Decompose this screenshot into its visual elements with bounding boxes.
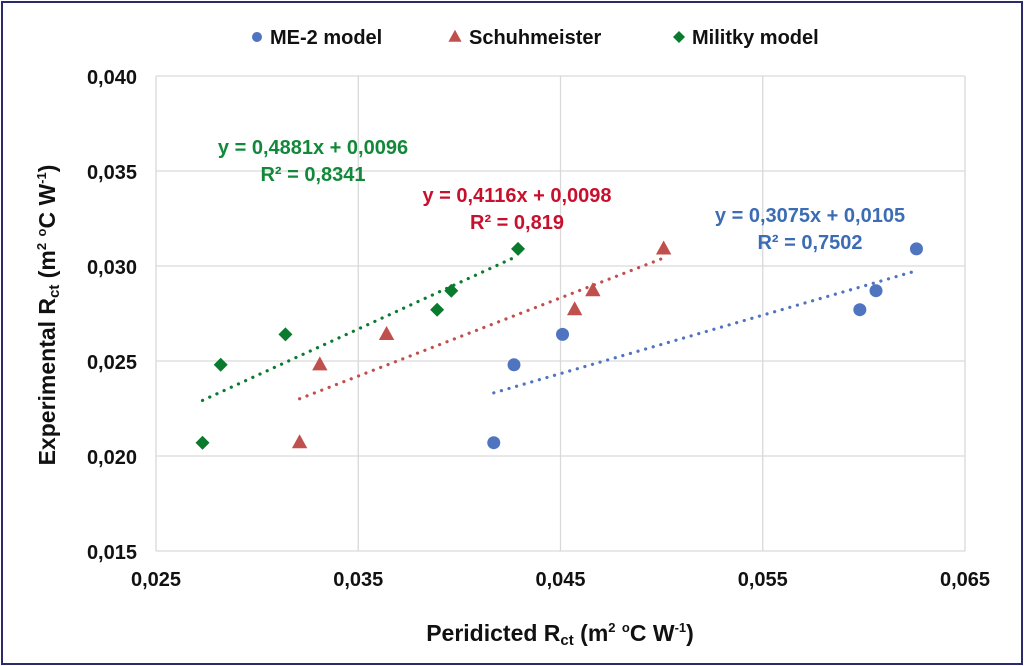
data-point (378, 326, 395, 340)
legend-marker (448, 29, 462, 42)
axis-label-part: ) (686, 620, 694, 646)
y-tick-label: 0,025 (87, 352, 137, 374)
legend-marker (252, 32, 262, 42)
y-tick-label: 0,020 (87, 447, 137, 469)
data-point (655, 240, 672, 255)
legend-label: Militky model (692, 27, 819, 49)
y-axis-label: Experimental Rct (m2 oC W-1) (34, 165, 63, 466)
trend-equation: y = 0,4116x + 0,0098 (422, 185, 611, 207)
data-point (444, 283, 459, 298)
axis-label-part: o (34, 228, 49, 236)
y-tick-label: 0,035 (87, 162, 137, 184)
data-point (278, 327, 293, 342)
x-tick-label: 0,035 (333, 569, 383, 591)
trend-r-squared: R² = 0,819 (470, 212, 564, 234)
trend-r-squared: R² = 0,8341 (260, 164, 365, 186)
x-tick-label: 0,065 (940, 569, 990, 591)
data-point (487, 436, 501, 450)
axis-label-part: ct (560, 632, 573, 649)
axis-label-part: ct (46, 285, 63, 298)
data-point (213, 357, 228, 372)
axis-label-part: C W (34, 184, 60, 229)
trend-r-squared: R² = 0,7502 (757, 232, 862, 254)
data-point (430, 302, 445, 317)
data-point (556, 327, 570, 341)
axis-label-part: (m (574, 620, 609, 646)
axis-label-part: Experimental R (34, 298, 60, 466)
axis-label-part: ) (34, 165, 60, 173)
data-point (585, 282, 601, 297)
data-point (312, 356, 328, 371)
x-tick-label: 0,045 (535, 569, 585, 591)
y-tick-label: 0,030 (87, 257, 137, 279)
trend-equation: y = 0,3075x + 0,0105 (715, 205, 905, 227)
data-point (291, 434, 308, 449)
trend-equation: y = 0,4881x + 0,0096 (218, 137, 408, 159)
x-axis-label: Peridicted Rct (m2 oC W-1) (426, 620, 694, 649)
data-point (853, 303, 867, 317)
axis-label-part: -1 (34, 172, 49, 184)
axis-label-part: o (622, 620, 630, 635)
legend-marker (673, 31, 685, 43)
data-point (566, 301, 583, 316)
axis-label-part: Peridicted R (426, 620, 561, 646)
x-tick-label: 0,055 (738, 569, 788, 591)
legend-label: Schuhmeister (469, 27, 601, 49)
data-point (909, 242, 923, 256)
axis-label-part: 2 (34, 243, 49, 250)
y-tick-label: 0,015 (87, 542, 137, 564)
axis-label-part: -1 (675, 620, 687, 635)
y-tick-label: 0,040 (87, 67, 137, 89)
trendline-0 (492, 269, 919, 395)
data-point (195, 435, 210, 450)
data-point (507, 358, 521, 372)
data-point (869, 284, 883, 298)
axis-label-part: C W (630, 620, 675, 646)
legend-label: ME-2 model (270, 27, 382, 49)
axis-label-part: (m (34, 250, 60, 285)
x-tick-label: 0,025 (131, 569, 181, 591)
trendline-2 (200, 254, 520, 403)
trendline-1 (297, 256, 666, 401)
data-point (511, 241, 526, 256)
axis-label-part: 2 (608, 620, 615, 635)
